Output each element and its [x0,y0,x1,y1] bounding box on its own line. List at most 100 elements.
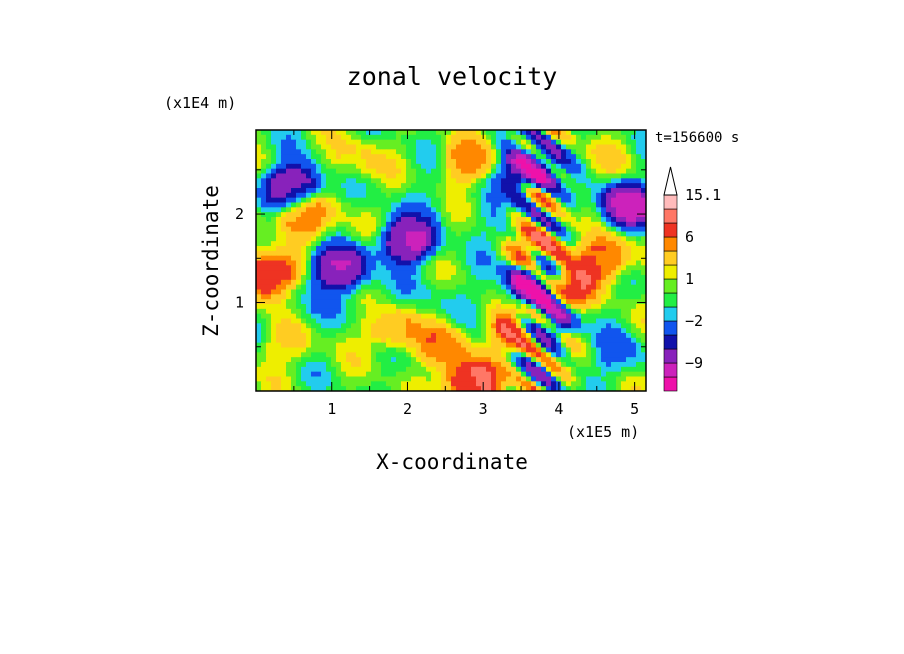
field-cell [616,265,622,271]
field-cell [611,139,617,145]
field-cell [351,236,357,242]
field-cell [531,173,537,179]
field-cell [276,371,282,377]
field-cell [581,178,587,184]
field-cell [476,134,482,141]
field-cell [641,381,646,387]
field-cell [291,362,297,368]
field-cell [561,337,567,344]
field-cell [536,178,542,184]
field-cell [596,139,602,145]
field-cell [356,130,362,136]
field-cell [496,159,502,165]
field-cell [431,279,437,286]
field-cell [511,313,517,319]
field-cell [401,226,407,232]
field-cell [451,154,457,160]
field-cell [276,308,282,315]
field-cell [506,241,512,247]
field-cell [346,192,352,199]
field-cell [301,279,307,286]
field-cell [331,246,337,252]
field-cell [296,255,302,261]
field-cell [471,236,477,242]
field-cell [426,221,432,228]
field-cell [546,284,552,290]
field-cell [566,173,572,179]
field-cell [386,236,392,242]
field-cell [391,279,397,286]
field-cell [491,381,497,387]
field-cell [636,308,642,315]
field-cell [551,192,557,199]
field-cell [346,342,352,348]
field-cell [311,183,317,189]
field-cell [561,255,567,261]
field-cell [391,163,397,170]
field-cell [636,139,642,145]
field-cell [566,347,572,353]
field-cell [591,236,597,242]
field-cell [276,134,282,141]
field-cell [511,357,517,363]
field-cell [551,265,557,271]
field-cell [311,328,317,334]
field-cell [321,347,327,353]
field-cell [266,226,272,232]
field-cell [596,304,602,310]
field-cell [636,352,642,358]
field-cell [336,192,342,199]
field-cell [371,159,377,165]
field-cell [441,323,447,329]
field-cell [611,352,617,358]
field-cell [341,275,347,281]
field-cell [601,173,607,179]
field-cell [336,294,342,300]
field-cell [571,202,577,208]
field-cell [541,313,547,319]
field-cell [306,381,312,387]
field-cell [416,308,422,315]
field-cell [506,376,512,382]
field-cell [336,328,342,334]
field-cell [376,279,382,286]
field-cell [491,188,497,194]
field-cell [306,144,312,150]
field-cell [606,192,612,199]
field-cell [416,255,422,261]
field-cell [591,376,597,382]
field-cell [341,270,347,276]
field-cell [441,308,447,315]
field-cell [506,246,512,252]
field-cell [491,173,497,179]
field-cell [611,333,617,339]
field-cell [376,381,382,387]
field-cell [611,357,617,363]
field-cell [401,294,407,300]
field-cell [281,362,287,368]
field-cell [271,231,277,237]
field-cell [626,255,632,261]
field-cell [261,197,267,203]
field-cell [401,347,407,353]
field-cell [516,357,522,363]
field-cell [341,352,347,358]
field-cell [421,144,427,150]
field-cell [466,130,472,136]
field-cell [536,217,542,223]
field-cell [346,250,352,257]
field-cell [316,159,322,165]
field-cell [586,328,592,334]
field-cell [296,294,302,300]
field-cell [576,159,582,165]
field-cell [276,270,282,276]
field-cell [541,159,547,165]
field-cell [586,362,592,368]
field-cell [311,381,317,387]
field-cell [471,217,477,223]
field-cell [426,183,432,189]
field-cell [396,381,402,387]
field-cell [421,241,427,247]
field-cell [366,149,372,155]
field-cell [546,168,552,174]
